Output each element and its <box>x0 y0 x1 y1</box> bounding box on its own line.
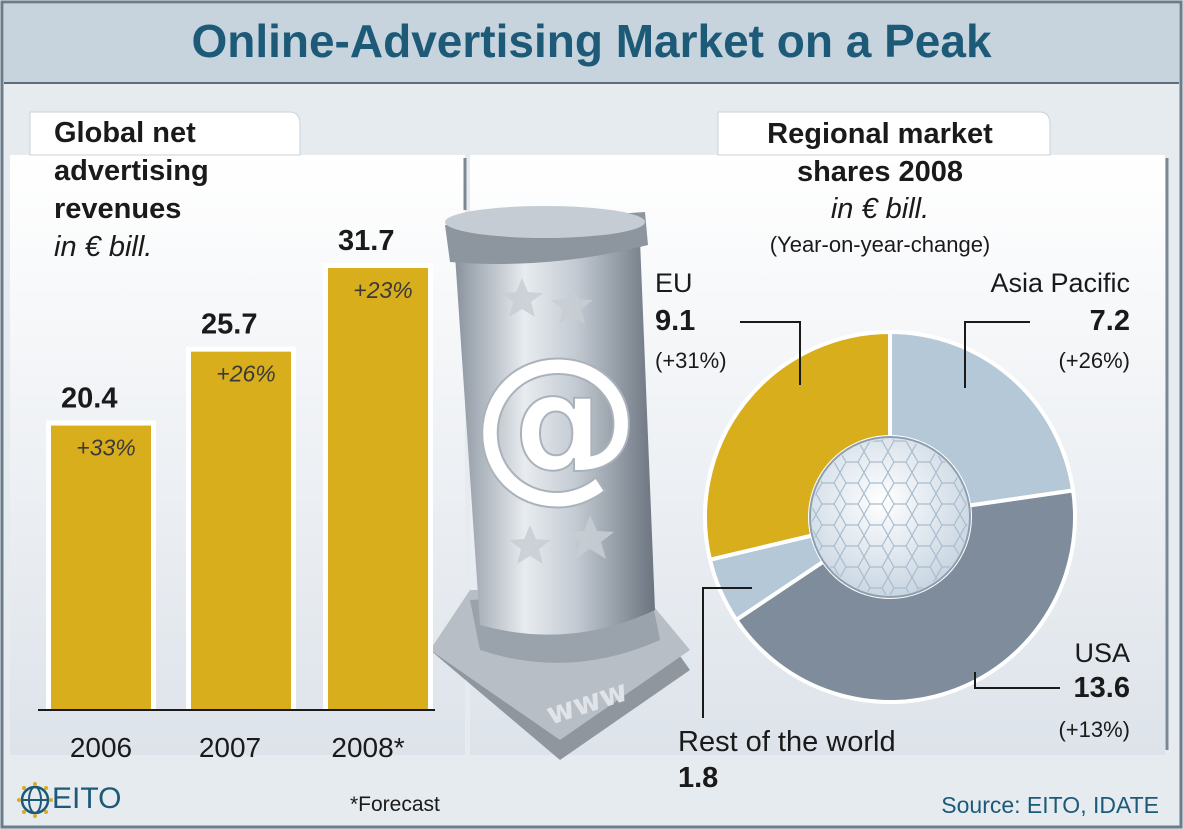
rest-leader <box>702 587 752 718</box>
asia-leader <box>964 321 1030 388</box>
globe-mesh <box>812 439 968 595</box>
right-title-tab <box>717 111 1051 156</box>
donut-unit: in € bill. <box>830 193 930 225</box>
bar-value-label: 25.7 <box>201 309 257 341</box>
bar-2006 <box>51 425 151 710</box>
bar-2007 <box>191 351 291 710</box>
bar-title-line-1: Global net <box>54 117 196 149</box>
bar-2008* <box>328 268 428 710</box>
rest-of-world-label: Rest of the world <box>678 726 896 758</box>
donut-title-line-1: Regional market <box>767 118 993 150</box>
donut-title-line-2: shares 2008 <box>796 156 964 188</box>
bar-value-label: 20.4 <box>61 383 117 415</box>
bar-category-label: 2008* <box>331 732 405 763</box>
eu-label: EU <box>655 268 693 298</box>
left-title-tab <box>29 111 301 156</box>
bar-unit: in € bill. <box>54 231 153 263</box>
bar-title-line-2: advertising <box>54 155 209 187</box>
forecast-footnote: *Forecast <box>350 793 440 816</box>
star-icon <box>501 278 543 317</box>
bar-value-label: 31.7 <box>338 225 394 257</box>
leader-lines <box>702 321 1060 718</box>
title-band <box>4 4 1179 82</box>
bar-category-label: 2006 <box>69 732 133 763</box>
eu-value: 9.1 <box>655 305 696 337</box>
advertising-pillar: @ www <box>430 206 690 760</box>
bar-change-label: +23% <box>353 277 412 303</box>
eito-logo-text: EITO <box>52 782 122 815</box>
eu-change: (+31%) <box>655 348 727 373</box>
bar-chart: 20.4 +33% 25.7 +26% 31.7 +23% <box>46 225 433 710</box>
bar-category-label: 2007 <box>198 732 262 763</box>
asia-pacific-label: Asia Pacific <box>990 268 1130 298</box>
eu-leader <box>740 321 801 385</box>
usa-change: (+13%) <box>1058 717 1130 742</box>
usa-label: USA <box>1074 638 1130 668</box>
pillar-stars <box>501 278 614 564</box>
star-icon <box>509 525 551 564</box>
usa-leader <box>974 672 1060 689</box>
page-title: Online-Advertising Market on a Peak <box>191 15 992 67</box>
usa-value: 13.6 <box>1073 672 1130 704</box>
star-icon <box>551 285 593 324</box>
bar-change-label: +33% <box>76 435 135 461</box>
bar-change-label: +26% <box>216 361 275 387</box>
asia-pacific-change: (+26%) <box>1058 348 1130 373</box>
eito-logo-icon <box>17 782 53 818</box>
pillar-cap-top <box>445 206 645 238</box>
donut-subtitle: (Year-on-year-change) <box>769 232 991 257</box>
bar-title-line-3: revenues <box>54 193 182 225</box>
asia-pacific-value: 7.2 <box>1089 305 1130 337</box>
star-icon <box>567 515 614 559</box>
at-symbol: @ <box>471 321 641 519</box>
rest-of-world-value: 1.8 <box>678 762 719 794</box>
source-note: Source: EITO, IDATE <box>941 792 1159 818</box>
